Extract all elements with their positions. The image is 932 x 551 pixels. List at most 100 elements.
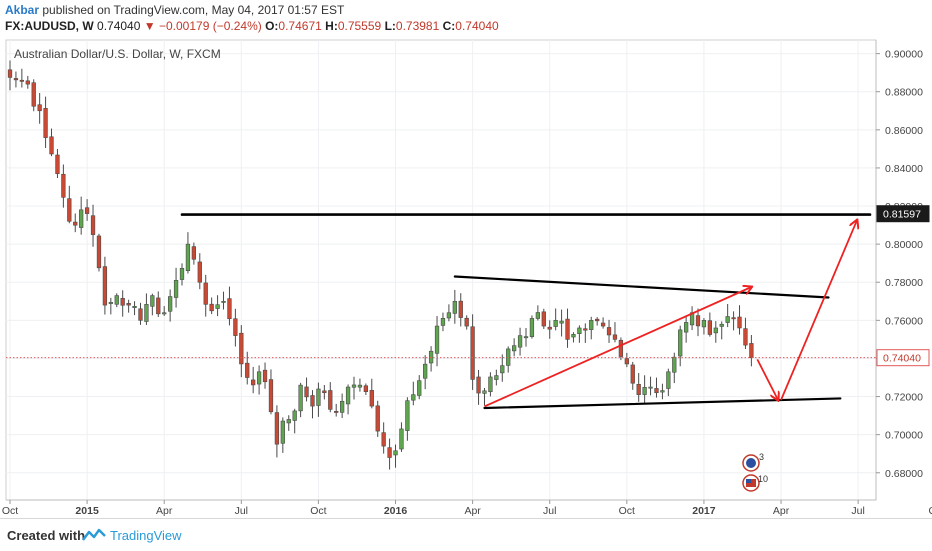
candle[interactable] — [660, 383, 665, 400]
forecast-arrow[interactable] — [484, 287, 751, 408]
forecast-arrows[interactable] — [484, 220, 856, 408]
candle[interactable] — [215, 295, 220, 317]
candle[interactable] — [666, 368, 671, 397]
candle[interactable] — [84, 199, 90, 221]
candle[interactable] — [280, 417, 285, 453]
candle[interactable] — [713, 321, 718, 343]
candle[interactable] — [79, 196, 84, 235]
candle[interactable] — [606, 319, 612, 343]
candle[interactable] — [672, 352, 677, 384]
candle[interactable] — [583, 323, 588, 343]
candle[interactable] — [233, 308, 238, 347]
candle[interactable] — [678, 325, 683, 367]
candle[interactable] — [446, 304, 452, 322]
candle[interactable] — [476, 369, 481, 405]
candle[interactable] — [529, 315, 535, 339]
candle[interactable] — [114, 293, 119, 308]
candle[interactable] — [363, 383, 369, 396]
candle[interactable] — [96, 233, 102, 272]
candle[interactable] — [286, 415, 291, 431]
candle[interactable] — [7, 60, 13, 91]
candle[interactable] — [523, 328, 529, 347]
candle[interactable] — [126, 299, 131, 313]
candle[interactable] — [256, 365, 262, 395]
candle[interactable] — [304, 377, 309, 402]
candle[interactable] — [494, 369, 499, 386]
candle[interactable] — [500, 354, 505, 382]
candle[interactable] — [322, 384, 327, 400]
candle[interactable] — [464, 315, 469, 330]
candle[interactable] — [743, 317, 748, 349]
candle[interactable] — [612, 322, 618, 343]
candle[interactable] — [423, 355, 428, 390]
candle[interactable] — [197, 253, 202, 290]
candle[interactable] — [695, 308, 701, 337]
candle[interactable] — [506, 346, 511, 373]
candle[interactable] — [209, 297, 214, 315]
candle[interactable] — [387, 438, 392, 470]
candle[interactable] — [375, 400, 380, 437]
candle[interactable] — [144, 293, 149, 325]
candle[interactable] — [31, 79, 36, 112]
candle[interactable] — [262, 362, 268, 389]
candle[interactable] — [339, 393, 345, 419]
candle[interactable] — [345, 384, 351, 415]
plot-area[interactable] — [5, 39, 877, 501]
tradingview-link[interactable]: TradingView — [110, 528, 182, 543]
candle[interactable] — [470, 314, 475, 390]
candle[interactable] — [565, 308, 570, 348]
candle[interactable] — [108, 297, 113, 315]
symbol-label[interactable]: FX:AUDUSD, W — [5, 19, 94, 33]
candle[interactable] — [245, 351, 250, 385]
candle[interactable] — [19, 68, 25, 88]
candle[interactable] — [749, 334, 754, 367]
candle[interactable] — [577, 325, 582, 343]
candle[interactable] — [274, 405, 280, 458]
candle[interactable] — [452, 289, 457, 324]
candle[interactable] — [43, 96, 48, 149]
last-price-label[interactable]: 0.74040 — [876, 349, 930, 367]
candle[interactable] — [132, 301, 137, 316]
candle[interactable] — [642, 375, 647, 405]
us-flag-event-icon[interactable]: 10 — [742, 474, 768, 492]
candle[interactable] — [719, 321, 724, 340]
candle[interactable] — [334, 403, 339, 417]
candle[interactable] — [737, 305, 742, 335]
candle[interactable] — [559, 309, 564, 337]
candle[interactable] — [173, 267, 179, 308]
candle[interactable] — [162, 306, 167, 316]
candle[interactable] — [571, 332, 576, 343]
candle[interactable] — [488, 372, 493, 397]
candle[interactable] — [67, 185, 72, 224]
candle[interactable] — [517, 327, 523, 356]
candle[interactable] — [49, 128, 54, 157]
candle[interactable] — [393, 444, 398, 468]
candle[interactable] — [731, 311, 736, 331]
candle[interactable] — [589, 316, 594, 340]
candle[interactable] — [595, 317, 600, 326]
candle[interactable] — [458, 293, 463, 327]
trendlines[interactable] — [180, 213, 872, 410]
candle[interactable] — [411, 381, 416, 406]
candle[interactable] — [167, 289, 173, 322]
candle[interactable] — [440, 312, 446, 332]
candle[interactable] — [600, 317, 606, 329]
candle[interactable] — [405, 397, 410, 441]
time-axis[interactable]: Oct 2015 Apr Jul Oct 2016 Apr Jul Oct 2017 Apr Jul O… — [2, 499, 932, 517]
candle[interactable] — [547, 320, 552, 339]
forecast-arrow[interactable] — [756, 358, 778, 400]
candle[interactable] — [268, 369, 274, 415]
candle[interactable] — [381, 422, 386, 454]
candle[interactable] — [251, 366, 256, 394]
candle[interactable] — [55, 149, 60, 179]
price-chart[interactable]: Australian Dollar/U.S. Dollar, W, FXCM 0… — [0, 38, 932, 518]
candle[interactable] — [369, 378, 374, 409]
candle[interactable] — [357, 378, 363, 392]
candle[interactable] — [298, 382, 303, 418]
candle[interactable] — [636, 373, 641, 402]
price-axis[interactable]: 0.900000.880000.860000.840000.820000.800… — [875, 40, 930, 500]
candle[interactable] — [292, 408, 297, 434]
candle[interactable] — [37, 92, 42, 124]
candle[interactable] — [138, 302, 143, 325]
candle[interactable] — [511, 338, 517, 357]
